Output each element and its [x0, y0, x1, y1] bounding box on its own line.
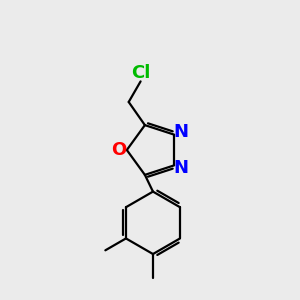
Text: N: N: [173, 159, 188, 177]
Text: N: N: [173, 123, 188, 141]
Text: O: O: [111, 141, 126, 159]
Text: Cl: Cl: [131, 64, 150, 82]
